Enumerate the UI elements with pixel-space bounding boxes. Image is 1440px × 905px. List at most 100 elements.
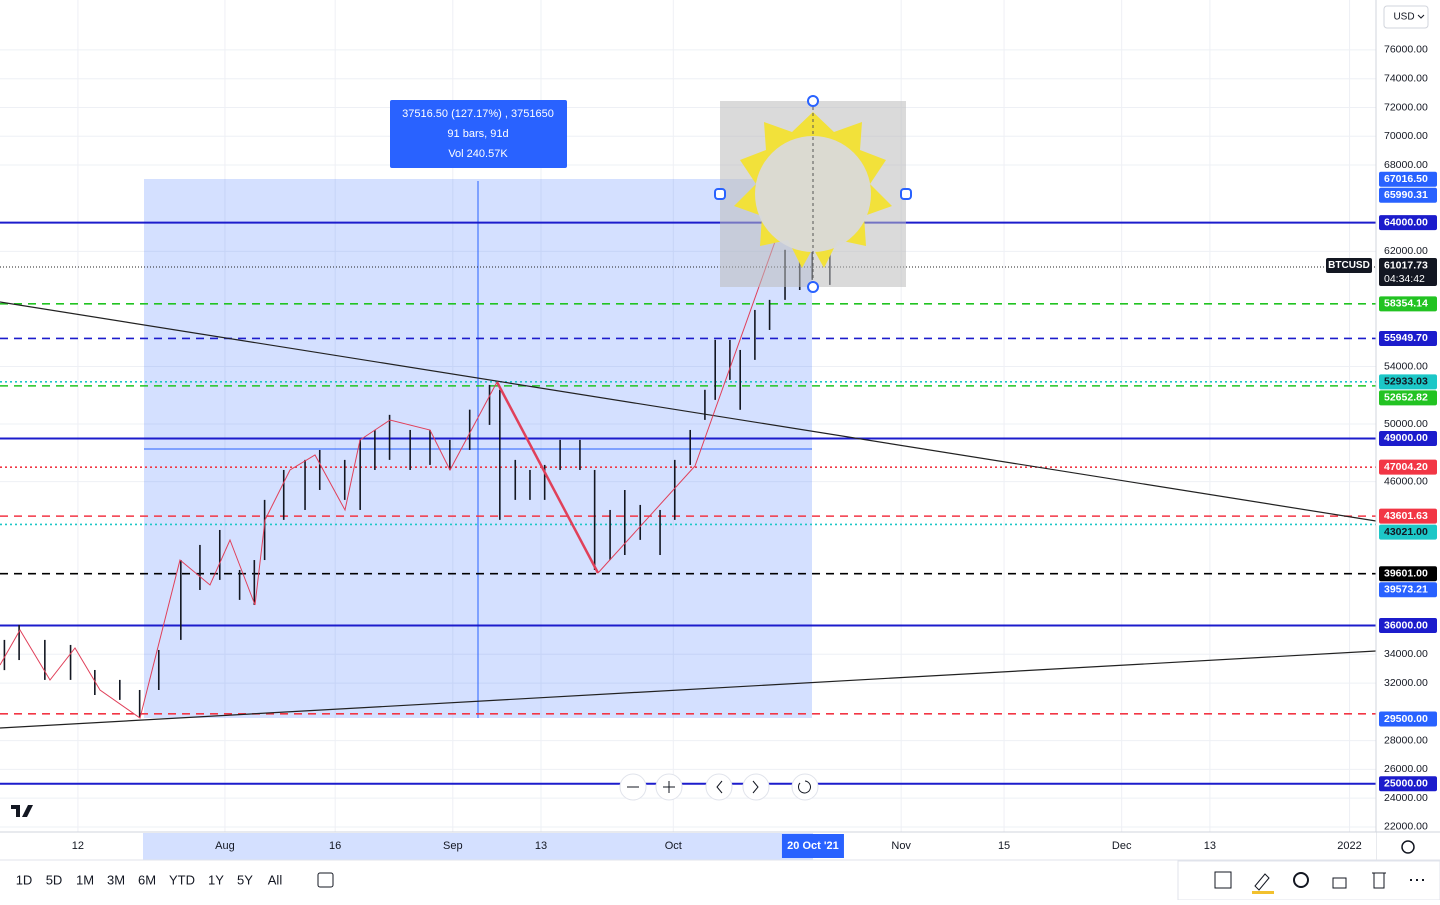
countdown: 04:34:42 bbox=[1384, 273, 1425, 285]
icon bbox=[798, 780, 811, 794]
range-button[interactable]: 1Y bbox=[208, 872, 224, 887]
x-tick-label: Nov bbox=[891, 840, 911, 852]
date-range-icon[interactable] bbox=[317, 872, 334, 888]
x-tick-label: 12 bbox=[72, 840, 84, 852]
range-button[interactable]: 3M bbox=[107, 872, 125, 887]
scroll-left[interactable] bbox=[705, 773, 733, 801]
price-label-box bbox=[1379, 508, 1437, 524]
zigzag[interactable] bbox=[495, 381, 600, 574]
zigzag[interactable] bbox=[0, 381, 498, 719]
price-label: 36000.00 bbox=[1384, 619, 1428, 631]
price-label: 52652.82 bbox=[1384, 392, 1428, 404]
range-button[interactable]: 5D bbox=[46, 872, 63, 887]
measure-text: 91 bars, 91d bbox=[447, 128, 508, 140]
trendline[interactable] bbox=[0, 650, 1377, 729]
price-label-box bbox=[1379, 430, 1437, 446]
handle[interactable] bbox=[807, 281, 819, 293]
price-label-box bbox=[1379, 776, 1437, 792]
price-label: 67016.50 bbox=[1384, 173, 1428, 185]
price-label: 65990.31 bbox=[1384, 189, 1428, 201]
price-label: 61017.73 bbox=[1384, 259, 1428, 271]
y-tick-label: 50000.00 bbox=[1384, 418, 1428, 430]
range-button[interactable]: 1D bbox=[16, 872, 33, 887]
x-tick-label: 16 bbox=[329, 840, 341, 852]
y-tick-label: 34000.00 bbox=[1384, 648, 1428, 660]
measure-text: 37516.50 (127.17%) , 3751650 bbox=[402, 108, 554, 120]
symbol-label: BTCUSD bbox=[1328, 260, 1370, 271]
y-tick-label: 68000.00 bbox=[1384, 159, 1428, 171]
price-label: 29500.00 bbox=[1384, 713, 1428, 725]
price-label-box bbox=[1379, 171, 1437, 187]
price-label: 43021.00 bbox=[1384, 526, 1428, 538]
toolbar-panel bbox=[1177, 860, 1440, 901]
range-button[interactable]: YTD bbox=[169, 872, 195, 887]
handle[interactable] bbox=[714, 188, 726, 200]
x-tick-label: Dec bbox=[1112, 840, 1132, 852]
sun-drawing[interactable] bbox=[714, 95, 912, 293]
delete-icon[interactable] bbox=[1372, 872, 1386, 889]
x-cursor-box bbox=[781, 834, 844, 858]
price-label: 47004.20 bbox=[1384, 461, 1428, 473]
group-icon[interactable] bbox=[1214, 871, 1232, 889]
trendline[interactable] bbox=[0, 301, 1377, 522]
y-tick-label: 32000.00 bbox=[1384, 677, 1428, 689]
currency-button[interactable] bbox=[1383, 5, 1429, 29]
price-label: 58354.14 bbox=[1384, 298, 1428, 310]
icon bbox=[716, 780, 723, 794]
time-axis[interactable] bbox=[0, 832, 1376, 860]
range-button[interactable]: 1M bbox=[76, 872, 94, 887]
handle[interactable] bbox=[807, 95, 819, 107]
price-label-box bbox=[1379, 618, 1437, 634]
scroll-right[interactable] bbox=[742, 773, 770, 801]
drawing-toolbar bbox=[1177, 860, 1440, 901]
currency[interactable]: USD bbox=[1393, 12, 1414, 23]
axis-settings[interactable] bbox=[1401, 840, 1415, 854]
levels bbox=[0, 221, 1376, 785]
y-tick-label: 76000.00 bbox=[1384, 44, 1428, 56]
measure-text: Vol 240.57K bbox=[448, 148, 508, 160]
y-tick-label: 46000.00 bbox=[1384, 475, 1428, 487]
price-label: 55949.70 bbox=[1384, 332, 1428, 344]
range-buttons: 1D 5D 1M 3M 6M YTD 1Y 5Y All bbox=[16, 872, 283, 887]
logo-bg bbox=[8, 800, 38, 822]
x-tick-label: 13 bbox=[1204, 840, 1216, 852]
price-label-box bbox=[1379, 215, 1437, 231]
price-label-box bbox=[1379, 390, 1437, 406]
price-label-box bbox=[1379, 524, 1437, 540]
y-tick-label: 74000.00 bbox=[1384, 72, 1428, 84]
icon bbox=[663, 781, 675, 793]
y-tick-label: 24000.00 bbox=[1384, 792, 1428, 804]
dropdown-icon bbox=[1417, 14, 1425, 19]
logo[interactable] bbox=[11, 805, 33, 817]
range-button[interactable]: All bbox=[268, 872, 283, 887]
handle[interactable] bbox=[900, 188, 912, 200]
price-label-box bbox=[1379, 566, 1437, 582]
x-tick-label: Sep bbox=[443, 840, 463, 852]
range-button[interactable]: 5Y bbox=[237, 872, 253, 887]
price-label-box bbox=[1379, 582, 1437, 598]
y-tick-label: 70000.00 bbox=[1384, 130, 1428, 142]
lock-icon[interactable] bbox=[1332, 877, 1347, 889]
icon bbox=[752, 780, 759, 794]
x-tick-label: 13 bbox=[535, 840, 547, 852]
x-tick-label: Aug bbox=[215, 840, 235, 852]
price-label: 52933.03 bbox=[1384, 376, 1428, 388]
reset[interactable] bbox=[791, 773, 819, 801]
price-axis[interactable] bbox=[1376, 0, 1440, 860]
y-tick-label: 54000.00 bbox=[1384, 360, 1428, 372]
axis-labels: 76000.00 74000.00 72000.00 70000.00 68000.00… bbox=[72, 44, 1437, 858]
settings-icon[interactable] bbox=[1293, 872, 1309, 888]
brush-icon[interactable] bbox=[1254, 873, 1270, 891]
measure-range bbox=[143, 833, 813, 860]
price-label-box bbox=[1379, 374, 1437, 390]
x-tick-label: 2022 bbox=[1337, 840, 1361, 852]
x-tick-label: 15 bbox=[998, 840, 1010, 852]
bars bbox=[3, 179, 831, 718]
price-label: 49000.00 bbox=[1384, 432, 1428, 444]
price-label-box bbox=[1379, 459, 1437, 475]
price-label: 64000.00 bbox=[1384, 216, 1428, 228]
range-button[interactable]: 6M bbox=[138, 872, 156, 887]
price-label-box bbox=[1379, 187, 1437, 203]
price-label: 39601.00 bbox=[1384, 567, 1428, 579]
